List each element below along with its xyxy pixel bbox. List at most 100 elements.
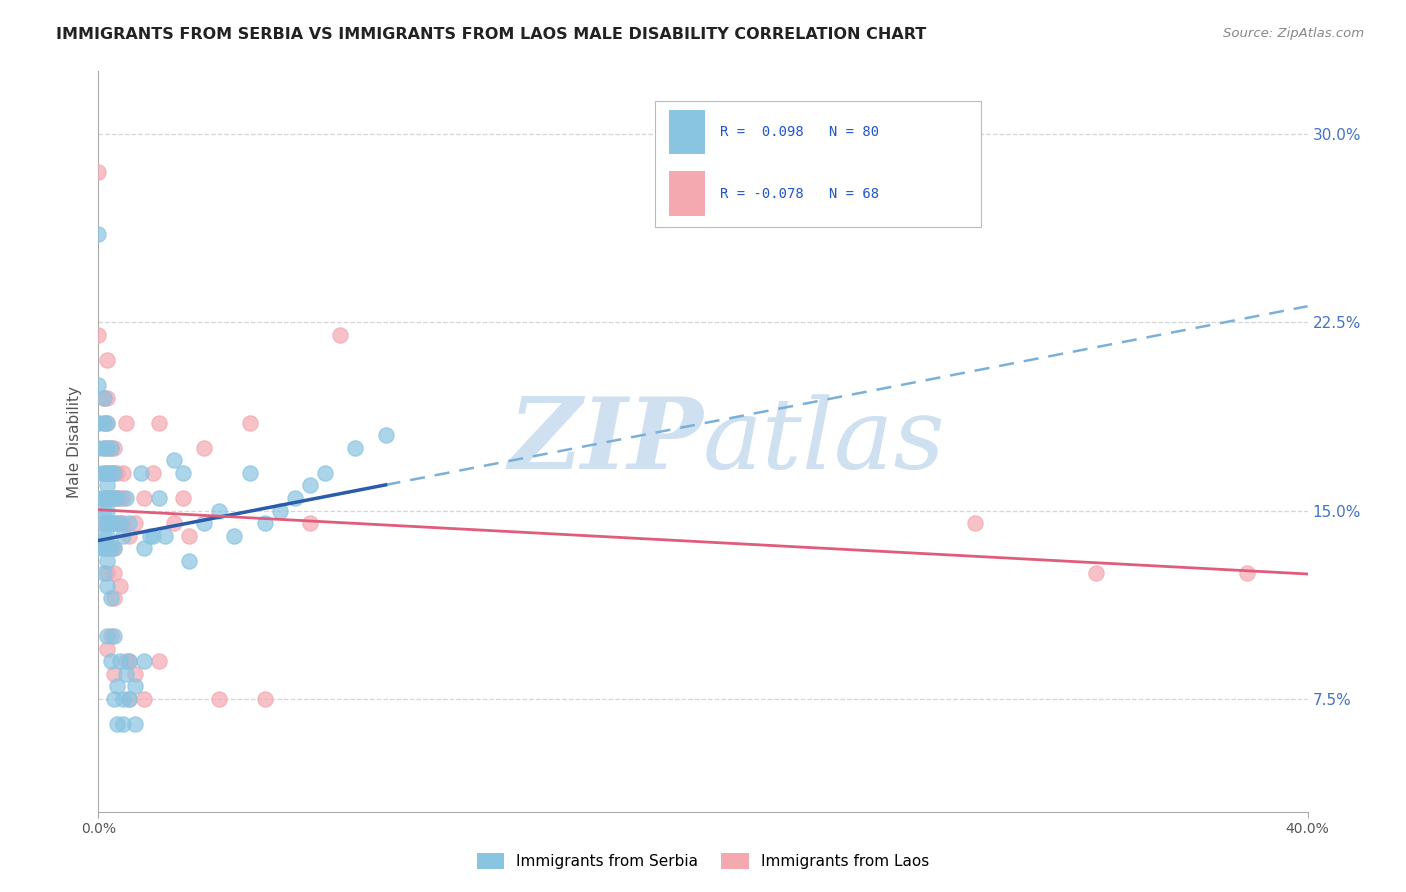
FancyBboxPatch shape — [669, 171, 706, 216]
Point — [224, 529, 246, 543]
Point — [163, 453, 186, 467]
Point — [193, 441, 215, 455]
Point — [142, 466, 165, 480]
Point — [148, 654, 170, 668]
Point — [179, 554, 201, 568]
FancyBboxPatch shape — [655, 101, 981, 227]
Point — [239, 466, 262, 480]
Point — [118, 654, 141, 668]
Point — [100, 541, 122, 556]
Point — [114, 491, 136, 505]
Point — [129, 466, 152, 480]
Point — [93, 466, 115, 480]
Point — [96, 641, 118, 656]
Point — [103, 591, 125, 606]
Point — [172, 466, 194, 480]
Point — [100, 466, 122, 480]
Point — [96, 441, 118, 455]
Point — [96, 503, 118, 517]
Point — [96, 441, 118, 455]
Point — [93, 441, 115, 455]
Point — [253, 691, 276, 706]
Text: Source: ZipAtlas.com: Source: ZipAtlas.com — [1223, 27, 1364, 40]
Point — [103, 541, 125, 556]
Point — [87, 441, 110, 455]
Point — [103, 516, 125, 530]
Point — [118, 529, 141, 543]
Point — [111, 691, 134, 706]
Point — [172, 491, 194, 505]
Point — [93, 566, 115, 581]
Point — [93, 391, 115, 405]
Point — [111, 717, 134, 731]
Point — [111, 529, 134, 543]
Text: atlas: atlas — [703, 394, 946, 489]
Point — [96, 541, 118, 556]
Point — [96, 416, 118, 430]
Point — [93, 491, 115, 505]
Point — [96, 353, 118, 368]
Point — [93, 391, 115, 405]
Legend: Immigrants from Serbia, Immigrants from Laos: Immigrants from Serbia, Immigrants from … — [471, 847, 935, 875]
Point — [96, 629, 118, 643]
Point — [96, 391, 118, 405]
Point — [239, 416, 262, 430]
Point — [111, 466, 134, 480]
Point — [965, 516, 987, 530]
Point — [93, 466, 115, 480]
Y-axis label: Male Disability: Male Disability — [67, 385, 83, 498]
Point — [124, 679, 146, 693]
Point — [105, 491, 128, 505]
Point — [87, 378, 110, 392]
Point — [87, 541, 110, 556]
FancyBboxPatch shape — [669, 110, 706, 154]
Point — [124, 516, 146, 530]
Point — [96, 478, 118, 492]
Point — [96, 541, 118, 556]
Point — [142, 529, 165, 543]
Point — [100, 629, 122, 643]
Point — [93, 541, 115, 556]
Point — [87, 416, 110, 430]
Point — [114, 654, 136, 668]
Point — [96, 491, 118, 505]
Point — [299, 516, 322, 530]
Point — [118, 691, 141, 706]
Point — [100, 516, 122, 530]
Point — [103, 629, 125, 643]
Point — [105, 516, 128, 530]
Point — [93, 503, 115, 517]
Point — [87, 416, 110, 430]
Point — [108, 516, 131, 530]
Point — [96, 491, 118, 505]
Point — [139, 529, 162, 543]
Point — [111, 516, 134, 530]
Point — [96, 529, 118, 543]
Point — [87, 466, 110, 480]
Text: R =  0.098   N = 80: R = 0.098 N = 80 — [720, 125, 879, 139]
Point — [118, 654, 141, 668]
Point — [96, 466, 118, 480]
Point — [114, 666, 136, 681]
Point — [148, 416, 170, 430]
Point — [96, 579, 118, 593]
Point — [87, 327, 110, 342]
Point — [100, 516, 122, 530]
Point — [93, 516, 115, 530]
Point — [93, 516, 115, 530]
Point — [96, 516, 118, 530]
Point — [87, 227, 110, 242]
Point — [344, 441, 367, 455]
Point — [96, 416, 118, 430]
Point — [103, 441, 125, 455]
Point — [111, 491, 134, 505]
Point — [153, 529, 176, 543]
Point — [100, 441, 122, 455]
Point — [105, 717, 128, 731]
Text: ZIP: ZIP — [508, 393, 703, 490]
Point — [269, 503, 291, 517]
Point — [103, 466, 125, 480]
Point — [96, 466, 118, 480]
Point — [124, 717, 146, 731]
Point — [103, 666, 125, 681]
